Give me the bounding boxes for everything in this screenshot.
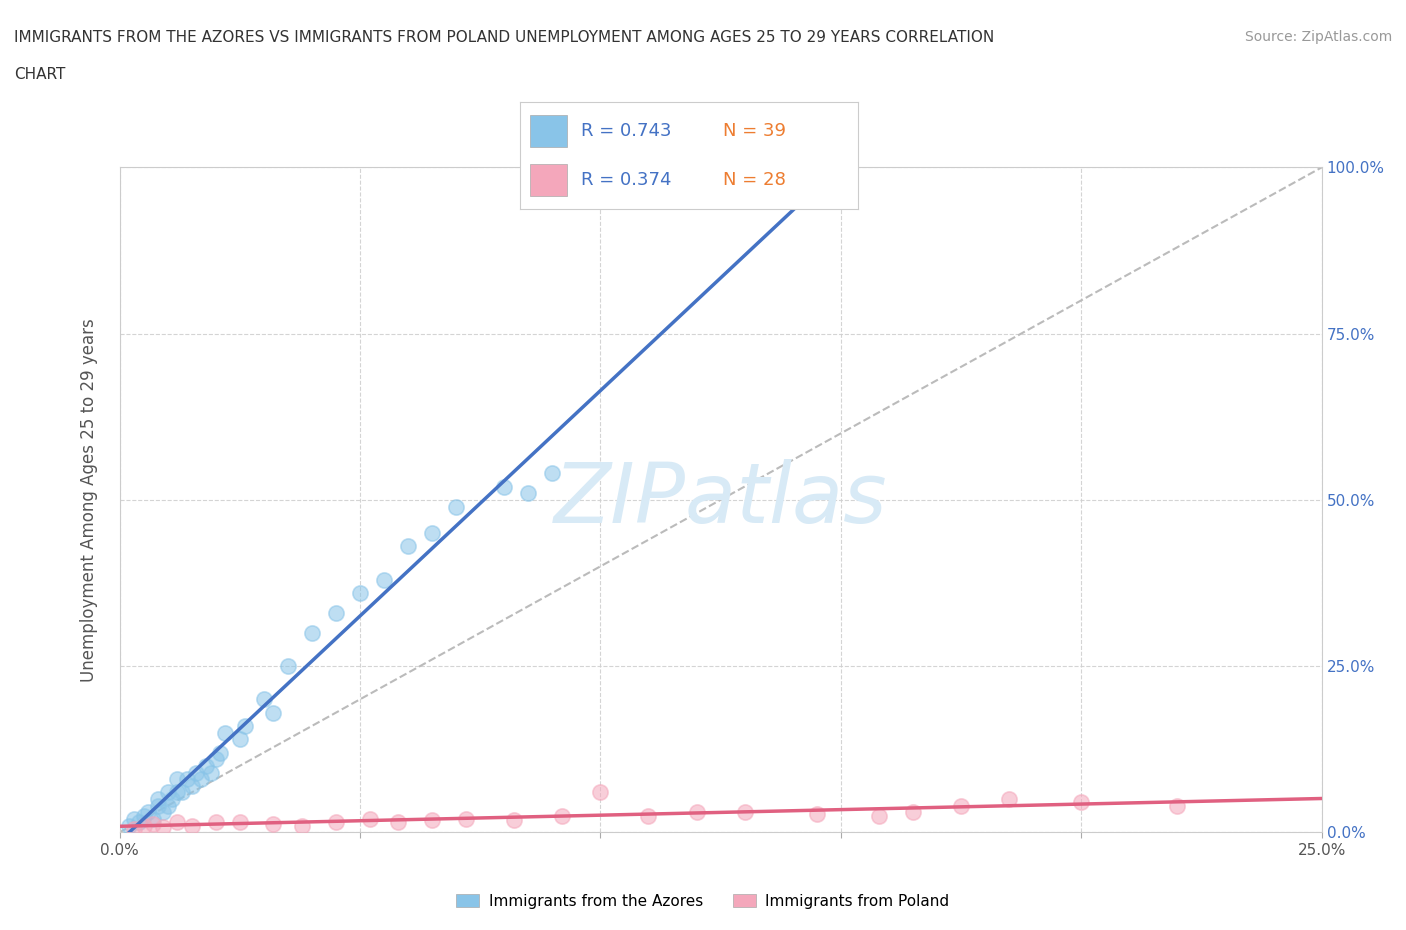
Point	[420, 525, 443, 540]
Point	[454, 812, 477, 827]
Point	[142, 817, 165, 831]
Point	[152, 805, 174, 820]
Point	[949, 798, 972, 813]
Point	[228, 815, 252, 830]
Point	[1070, 795, 1092, 810]
Point	[291, 818, 314, 833]
Point	[233, 719, 256, 734]
Point	[551, 808, 574, 823]
Point	[396, 539, 419, 554]
FancyBboxPatch shape	[530, 115, 568, 147]
Point	[190, 772, 212, 787]
Point	[122, 812, 145, 827]
Point	[685, 805, 707, 820]
Point	[156, 785, 179, 800]
Point	[901, 805, 924, 820]
Text: R = 0.743: R = 0.743	[581, 122, 672, 140]
Point	[1166, 798, 1188, 813]
Point	[200, 765, 222, 780]
Text: N = 28: N = 28	[723, 171, 786, 190]
Point	[734, 805, 756, 820]
Point	[128, 815, 150, 830]
Text: IMMIGRANTS FROM THE AZORES VS IMMIGRANTS FROM POLAND UNEMPLOYMENT AMONG AGES 25 : IMMIGRANTS FROM THE AZORES VS IMMIGRANTS…	[14, 30, 994, 45]
Point	[349, 586, 371, 601]
Point	[214, 725, 236, 740]
Legend: Immigrants from the Azores, Immigrants from Poland: Immigrants from the Azores, Immigrants f…	[450, 887, 956, 915]
Point	[420, 813, 443, 828]
Point	[589, 785, 612, 800]
Y-axis label: Unemployment Among Ages 25 to 29 years: Unemployment Among Ages 25 to 29 years	[80, 318, 98, 682]
Point	[868, 808, 890, 823]
Point	[204, 751, 226, 766]
Point	[387, 815, 409, 830]
Point	[998, 791, 1021, 806]
Point	[180, 818, 202, 833]
Point	[494, 479, 516, 494]
Point	[166, 785, 188, 800]
Point	[277, 658, 299, 673]
Point	[541, 466, 564, 481]
Point	[176, 772, 198, 787]
Point	[166, 772, 188, 787]
Point	[186, 765, 208, 780]
Point	[325, 605, 347, 620]
Point	[373, 572, 395, 587]
Text: ZIPatlas: ZIPatlas	[554, 459, 887, 540]
Point	[142, 812, 165, 827]
Point	[444, 499, 467, 514]
Point	[228, 732, 252, 747]
Point	[204, 815, 226, 830]
Point	[262, 705, 284, 720]
Point	[146, 798, 169, 813]
Text: Source: ZipAtlas.com: Source: ZipAtlas.com	[1244, 30, 1392, 44]
Point	[146, 791, 169, 806]
Point	[253, 692, 276, 707]
Text: R = 0.374: R = 0.374	[581, 171, 672, 190]
Point	[637, 808, 659, 823]
Point	[180, 778, 202, 793]
Text: N = 39: N = 39	[723, 122, 786, 140]
Point	[156, 798, 179, 813]
Point	[170, 785, 193, 800]
Point	[138, 805, 160, 820]
Point	[132, 818, 155, 833]
Point	[122, 821, 145, 836]
FancyBboxPatch shape	[530, 165, 568, 196]
Point	[162, 791, 184, 806]
Point	[325, 815, 347, 830]
Point	[166, 815, 188, 830]
Point	[517, 485, 540, 500]
Text: CHART: CHART	[14, 67, 66, 82]
Point	[806, 806, 828, 821]
Point	[301, 626, 323, 641]
Point	[152, 819, 174, 834]
Point	[132, 808, 155, 823]
Point	[262, 817, 284, 831]
Point	[502, 813, 524, 828]
Point	[359, 812, 381, 827]
Point	[209, 745, 232, 760]
Point	[118, 818, 141, 833]
Point	[195, 759, 218, 774]
